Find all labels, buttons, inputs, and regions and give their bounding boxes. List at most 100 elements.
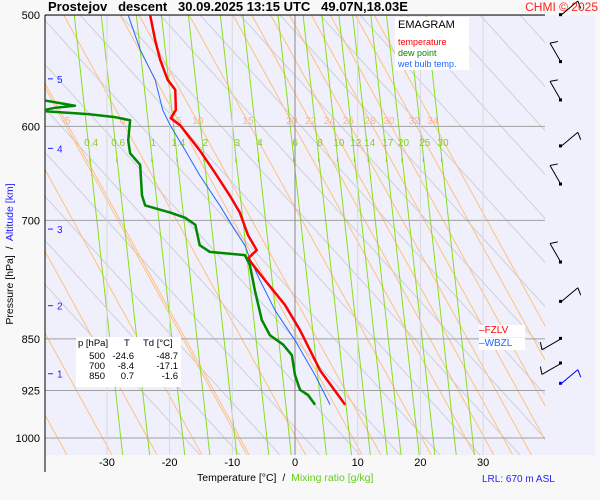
gray-adiabat bbox=[199, 15, 545, 396]
wind-barb-staff bbox=[541, 363, 562, 375]
lrl-label: LRL: 670 m ASL bbox=[482, 474, 555, 485]
pressure-tick-label: 700 bbox=[22, 215, 40, 227]
wbzl-text: WBZL bbox=[484, 338, 513, 349]
dry-adiabat bbox=[45, 82, 250, 455]
wind-barb-feather bbox=[549, 241, 558, 244]
dry-adiabat bbox=[138, 15, 382, 455]
mixing-ratio-line bbox=[242, 15, 292, 455]
mixing-ratio-label: 2 bbox=[203, 138, 209, 149]
wind-barb-station bbox=[559, 98, 562, 102]
mixing-ratio-line bbox=[386, 15, 436, 455]
wind-barb bbox=[559, 287, 582, 303]
wind-barb-staff bbox=[560, 131, 579, 147]
mixing-ratio-label: 17 bbox=[382, 138, 394, 149]
wind-barb bbox=[559, 0, 582, 17]
mixing-ratio-line bbox=[219, 15, 270, 455]
mixing-ratio-label: 6 bbox=[292, 138, 298, 149]
y-axis-sep: / bbox=[4, 246, 16, 250]
mixing-ratio-line bbox=[352, 15, 402, 455]
table-cell: -8.4 bbox=[117, 361, 134, 372]
table-cell: 850 bbox=[89, 371, 105, 382]
mixing-ratio-label: 1.4 bbox=[171, 138, 185, 149]
table-cell: -48.7 bbox=[156, 351, 178, 362]
mixing-ratio-label: 0.4 bbox=[84, 138, 98, 149]
wet-bulb-line bbox=[127, 15, 331, 406]
dry-adiabat bbox=[329, 15, 545, 407]
adiabat-label: 28 bbox=[365, 116, 377, 127]
gray-adiabat bbox=[45, 63, 401, 455]
wind-barb-feather bbox=[577, 369, 582, 378]
table-header-td: Td [°C] bbox=[143, 338, 173, 349]
mixing-ratio-line bbox=[425, 15, 475, 455]
legend-temperature: temperature bbox=[398, 37, 447, 47]
dry-adiabat bbox=[373, 15, 545, 327]
wind-barb-staff bbox=[549, 165, 562, 185]
wind-barb bbox=[559, 369, 582, 385]
wind-barb bbox=[559, 131, 582, 148]
mixing-ratio-label: 0.6 bbox=[111, 138, 125, 149]
gray-adiabat bbox=[45, 151, 321, 455]
adiabat-label: 20 bbox=[286, 116, 298, 127]
mixing-ratio-label: 20 bbox=[398, 138, 410, 149]
wind-barb-station bbox=[559, 381, 562, 385]
wind-barb-station bbox=[559, 361, 562, 365]
copyright: CHMI © 2025 bbox=[525, 0, 598, 14]
wind-barb-station bbox=[559, 336, 562, 340]
wind-barb-station bbox=[559, 60, 562, 64]
mixing-ratio-line bbox=[338, 15, 388, 455]
wind-barb-station bbox=[559, 144, 562, 148]
mixing-ratio-label: 30 bbox=[437, 138, 449, 149]
table-cell: -24.6 bbox=[112, 351, 134, 362]
wind-barb-staff bbox=[560, 369, 579, 385]
dry-adiabat bbox=[119, 15, 363, 455]
wind-barb-feather bbox=[577, 132, 582, 140]
mixing-ratio-line bbox=[302, 15, 353, 455]
legend-dew-point: dew point bbox=[398, 48, 437, 58]
adiabat-label: 0 bbox=[120, 116, 126, 127]
dry-adiabat bbox=[63, 15, 307, 455]
temperature-tick-label: -10 bbox=[224, 457, 240, 469]
pressure-tick-label: 850 bbox=[22, 334, 40, 346]
gray-adiabat bbox=[359, 15, 545, 220]
table-header-p: p [hPa] bbox=[78, 338, 109, 349]
altitude-tick-label: 4 bbox=[57, 144, 63, 155]
gray-adiabat bbox=[239, 15, 545, 352]
adiabat-label: 26 bbox=[343, 116, 355, 127]
gray-adiabat bbox=[45, 195, 281, 455]
temperature-tick-label: -20 bbox=[162, 457, 178, 469]
mixing-ratio-line bbox=[370, 15, 420, 455]
dry-adiabat bbox=[251, 15, 495, 455]
wbzl-label: –WBZL bbox=[479, 338, 525, 350]
temperature-line bbox=[148, 15, 347, 406]
adiabat-label: 24 bbox=[324, 116, 336, 127]
gray-adiabat bbox=[439, 15, 545, 132]
gray-adiabat bbox=[159, 15, 545, 440]
profiles bbox=[45, 15, 347, 406]
x-axis-mixing: Mixing ratio [g/kg] bbox=[291, 472, 374, 484]
mixing-ratio-label: 3 bbox=[235, 138, 241, 149]
mixing-ratio-label: 8 bbox=[317, 138, 323, 149]
wind-barb bbox=[549, 163, 562, 186]
gray-adiabat bbox=[45, 107, 361, 455]
table-cell: -17.1 bbox=[156, 361, 178, 372]
mixing-ratio-label: 12 bbox=[350, 138, 362, 149]
dry-adiabat bbox=[232, 15, 476, 455]
wind-barb-station bbox=[559, 260, 562, 264]
mixing-ratio-line bbox=[407, 15, 457, 455]
altitude-tick-label: 5 bbox=[57, 75, 63, 86]
wind-barb-feather bbox=[549, 79, 558, 82]
wind-barb-feather bbox=[539, 366, 543, 375]
mixing-ratio-label: 25 bbox=[419, 138, 431, 149]
adiabat-label: 30 bbox=[383, 116, 395, 127]
gray-adiabat bbox=[399, 15, 545, 176]
mixing-ratio-label: 10 bbox=[333, 138, 345, 149]
wind-barb bbox=[549, 241, 562, 264]
wind-barb-station bbox=[559, 182, 562, 186]
wind-panel bbox=[545, 15, 595, 455]
adiabat-label: 34 bbox=[427, 116, 439, 127]
table-cell: 500 bbox=[89, 351, 105, 362]
table-cell: 0.7 bbox=[120, 371, 134, 382]
temperature-tick-label: 30 bbox=[477, 457, 489, 469]
data-table: p [hPa] T Td [°C] 500 -24.6 -48.7 700 -8.4 -1… bbox=[76, 337, 181, 387]
wind-barb-station bbox=[559, 299, 562, 303]
